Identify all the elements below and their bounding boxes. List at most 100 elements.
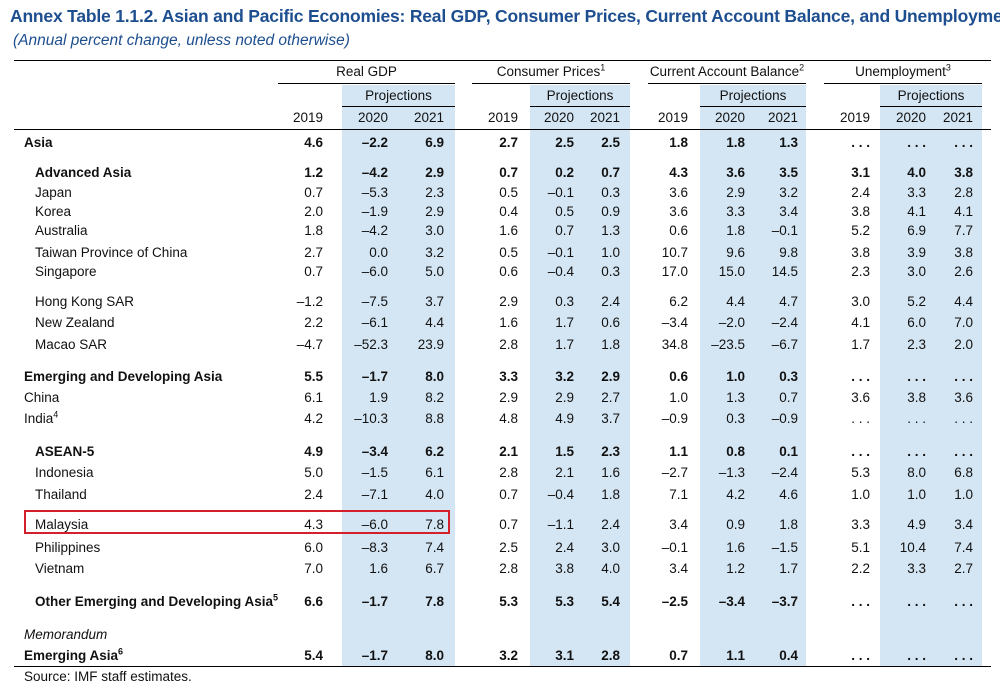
table-cell: –2.2	[361, 135, 388, 150]
row-label: Taiwan Province of China	[35, 245, 187, 260]
year-header: 2021	[413, 110, 444, 125]
row-label: Korea	[35, 204, 71, 219]
projections-header: Projections	[897, 88, 965, 103]
table-cell: 17.0	[661, 264, 688, 279]
table-cell: –7.5	[361, 294, 388, 309]
table-cell: . . .	[907, 594, 926, 609]
table-cell: 1.8	[726, 223, 745, 238]
table-cell: 2.7	[499, 135, 518, 150]
table-cell: 2.9	[499, 294, 518, 309]
row-label: Thailand	[35, 487, 87, 502]
table-cell: 3.3	[907, 185, 926, 200]
table-cell: 0.2	[555, 165, 574, 180]
table-cell: 1.8	[601, 487, 620, 502]
table-cell: 3.8	[907, 390, 926, 405]
table-cell: 1.0	[601, 245, 620, 260]
table-cell: 2.1	[499, 444, 518, 459]
table-cell: 0.9	[726, 517, 745, 532]
table-cell: 3.2	[779, 185, 798, 200]
row-label: Hong Kong SAR	[35, 294, 134, 309]
year-header: 2021	[767, 110, 798, 125]
table-cell: 3.8	[851, 245, 870, 260]
table-cell: –6.1	[361, 315, 388, 330]
row-label: Singapore	[35, 264, 97, 279]
table-cell: 4.0	[601, 561, 620, 576]
table-cell: 1.8	[726, 135, 745, 150]
table-cell: 0.3	[601, 264, 620, 279]
row-label-text: Other Emerging and Developing Asia	[35, 594, 274, 609]
table-cell: –0.4	[547, 487, 574, 502]
year-header: 2019	[487, 110, 518, 125]
projections-header: Projections	[365, 88, 432, 103]
table-row-emerging-and-developing-asia: Emerging and Developing Asia 5.5 –1.7 8.0 3.…	[0, 367, 1000, 387]
table-cell: 6.6	[304, 594, 323, 609]
table-cell: 2.8	[601, 648, 620, 663]
table-cell: 0.6	[499, 264, 518, 279]
table-row-malaysia: Malaysia 4.3 –6.0 7.8 0.7 –1.1 2.4 3.4 0.9 1.8 3.3…	[0, 515, 1000, 535]
table-cell: 4.3	[304, 517, 323, 532]
row-label-text: Emerging and Developing Asia	[24, 369, 223, 384]
row-label: New Zealand	[35, 315, 115, 330]
footnote-marker: 6	[118, 646, 124, 657]
row-label-text: Philippines	[35, 540, 101, 555]
table-cell: –1.5	[771, 540, 798, 555]
projections-rule	[700, 106, 806, 107]
table-cell: –0.1	[661, 540, 688, 555]
table-cell: 1.0	[954, 487, 973, 502]
table-cell: 7.4	[425, 540, 444, 555]
table-subtitle: (Annual percent change, unless noted oth…	[13, 32, 350, 49]
table-cell: 1.9	[369, 390, 388, 405]
row-label: Australia	[35, 223, 88, 238]
table-cell: –3.4	[718, 594, 745, 609]
table-cell: 9.8	[779, 245, 798, 260]
row-label: India4	[24, 410, 58, 426]
table-cell: 3.3	[907, 561, 926, 576]
table-cell: 0.4	[499, 204, 518, 219]
table-cell: 0.0	[369, 245, 388, 260]
table-cell: . . .	[954, 444, 973, 459]
table-cell: –1.7	[361, 648, 388, 663]
table-cell: 1.3	[726, 390, 745, 405]
table-cell: . . .	[907, 648, 926, 663]
table-cell: 1.2	[726, 561, 745, 576]
table-cell: –0.1	[547, 245, 574, 260]
table-cell: 3.8	[954, 245, 973, 260]
table-cell: 2.0	[954, 337, 973, 352]
table-cell: 1.7	[555, 337, 574, 352]
table-cell: 5.0	[304, 465, 323, 480]
table-cell: 8.0	[425, 369, 444, 384]
table-cell: 0.6	[601, 315, 620, 330]
row-label: Macao SAR	[35, 337, 107, 352]
table-cell: –1.7	[361, 369, 388, 384]
malaysia-highlight-box	[24, 510, 450, 534]
table-cell: 0.7	[499, 517, 518, 532]
table-cell: –2.4	[771, 315, 798, 330]
table-cell: 0.5	[555, 204, 574, 219]
table-cell: . . .	[954, 369, 973, 384]
table-cell: 3.4	[779, 204, 798, 219]
column-group-rule	[472, 83, 630, 84]
projections-header: Projections	[719, 88, 787, 103]
column-group-consumer-prices: Consumer Prices1	[472, 63, 630, 82]
table-cell: 4.1	[907, 204, 926, 219]
footnote-marker: 3	[945, 62, 951, 73]
row-label: Advanced Asia	[35, 165, 131, 180]
table-cell: 3.5	[779, 165, 798, 180]
table-row-new-zealand: New Zealand 2.2 –6.1 4.4 1.6 1.7 0.6 –3.4 –2.0 –2…	[0, 313, 1000, 333]
column-group-rule	[648, 83, 806, 84]
table-row-asia: Asia 4.6 –2.2 6.9 2.7 2.5 2.5 1.8 1.8 1.3 . . . . .…	[0, 133, 1000, 153]
table-cell: 1.6	[601, 465, 620, 480]
table-cell: 4.0	[425, 487, 444, 502]
table-title: Annex Table 1.1.2. Asian and Pacific Eco…	[10, 6, 1000, 26]
table-cell: 1.7	[851, 337, 870, 352]
table-cell: 4.2	[726, 487, 745, 502]
table-cell: 0.7	[779, 390, 798, 405]
row-label-text: Macao SAR	[35, 337, 108, 352]
table-cell: 0.6	[669, 369, 688, 384]
table-cell: 6.8	[954, 465, 973, 480]
source-note: Source: IMF staff estimates.	[24, 669, 192, 684]
table-row-vietnam: Vietnam 7.0 1.6 6.7 2.8 3.8 4.0 3.4 1.2 1.7 2.2 3.3…	[0, 559, 1000, 579]
table-row-japan: Japan 0.7 –5.3 2.3 0.5 –0.1 0.3 3.6 2.9 3.2 2.4 3.3…	[0, 183, 1000, 203]
table-cell: 2.4	[851, 185, 870, 200]
table-cell: 1.0	[726, 369, 745, 384]
